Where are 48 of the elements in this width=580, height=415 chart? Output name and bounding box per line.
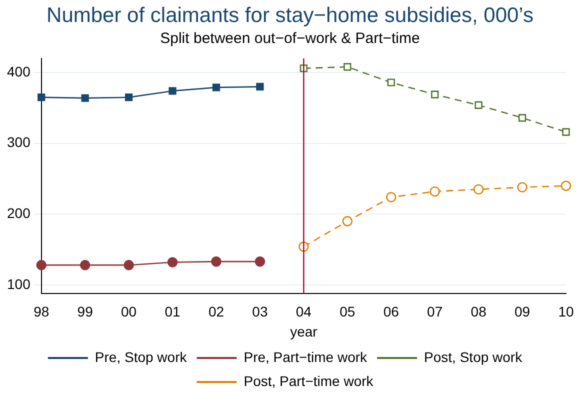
point — [81, 94, 89, 102]
point — [254, 256, 266, 267]
legend-label: Post, Part−time work — [244, 372, 374, 389]
x-tick-label: 00 — [121, 304, 137, 320]
x-tick-label: 04 — [296, 304, 312, 320]
point — [560, 180, 572, 191]
point — [36, 260, 47, 270]
x-tick-label: 09 — [514, 304, 530, 320]
point — [342, 216, 353, 226]
point — [387, 78, 395, 86]
point — [473, 184, 484, 194]
x-tick-label: 02 — [208, 304, 224, 320]
legend-label: Pre, Stop work — [94, 348, 188, 365]
point — [38, 94, 46, 102]
chart-subtitle: Split between out−of−work & Part−time — [159, 30, 421, 47]
x-tick-label: 98 — [34, 304, 50, 320]
x-tick-label: 07 — [427, 304, 443, 320]
y-tick-label: 300 — [7, 134, 31, 150]
point — [124, 260, 134, 270]
point — [431, 90, 439, 98]
point — [167, 257, 178, 268]
x-tick-label: 03 — [252, 304, 268, 320]
point — [211, 256, 222, 267]
y-tick-label: 200 — [7, 204, 31, 221]
x-tick-label: 08 — [470, 304, 487, 320]
point — [256, 82, 264, 91]
point — [517, 182, 528, 192]
y-tick-label: 400 — [7, 63, 31, 80]
point — [474, 101, 482, 109]
point — [430, 186, 440, 197]
x-tick-label: 99 — [77, 304, 94, 320]
point — [212, 84, 220, 92]
point — [344, 63, 352, 71]
x-tick-label: 01 — [164, 304, 181, 320]
x-tick-label: 10 — [558, 304, 574, 320]
point — [124, 94, 133, 102]
chart-title: Number of claimants for stay−home subsidies, 000’s — [46, 4, 534, 28]
legend-label: Pre, Part−time work — [244, 348, 368, 365]
legend-label: Post, Stop work — [424, 348, 524, 365]
x-axis-title: year — [290, 323, 318, 340]
point — [562, 128, 570, 136]
point — [518, 114, 526, 122]
x-tick-label: 06 — [383, 304, 400, 320]
point — [168, 87, 176, 95]
y-tick-label: 100 — [7, 276, 31, 292]
point — [80, 260, 90, 270]
x-tick-label: 05 — [340, 304, 356, 320]
point — [386, 192, 396, 202]
